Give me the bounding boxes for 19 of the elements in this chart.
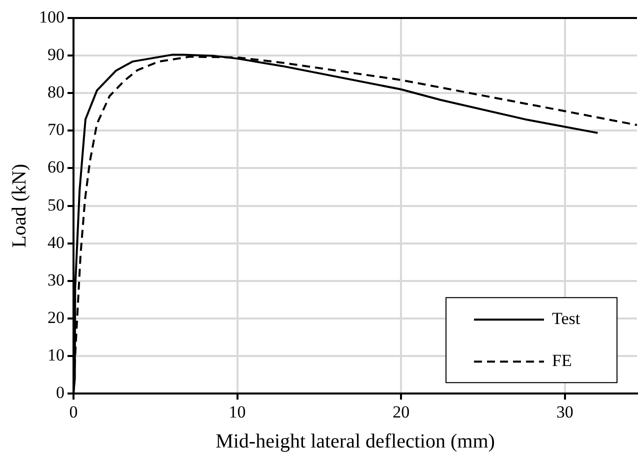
y-tick-label: 20 [48, 308, 64, 327]
y-tick-label: 60 [48, 158, 64, 177]
y-tick-label: 40 [48, 232, 64, 252]
x-axis-title: Mid-height lateral deflection (mm) [216, 430, 495, 452]
x-tick-label: 20 [392, 402, 410, 422]
x-tick-label: 10 [228, 402, 246, 422]
y-tick-label: 0 [56, 383, 64, 402]
legend-label: Test [552, 309, 580, 328]
y-tick-label: 30 [48, 270, 64, 290]
y-tick-label: 90 [48, 45, 64, 64]
x-tick-label: 30 [556, 402, 574, 422]
legend-label: FE [552, 351, 572, 370]
y-tick-label: 100 [39, 7, 64, 26]
y-tick-label: 10 [48, 346, 64, 365]
y-tick-label: 70 [48, 120, 64, 140]
y-axis-title: Load (kN) [8, 164, 30, 248]
y-tick-label: 50 [48, 195, 64, 214]
y-tick-label: 80 [48, 82, 64, 102]
x-tick-label: 0 [69, 402, 78, 422]
